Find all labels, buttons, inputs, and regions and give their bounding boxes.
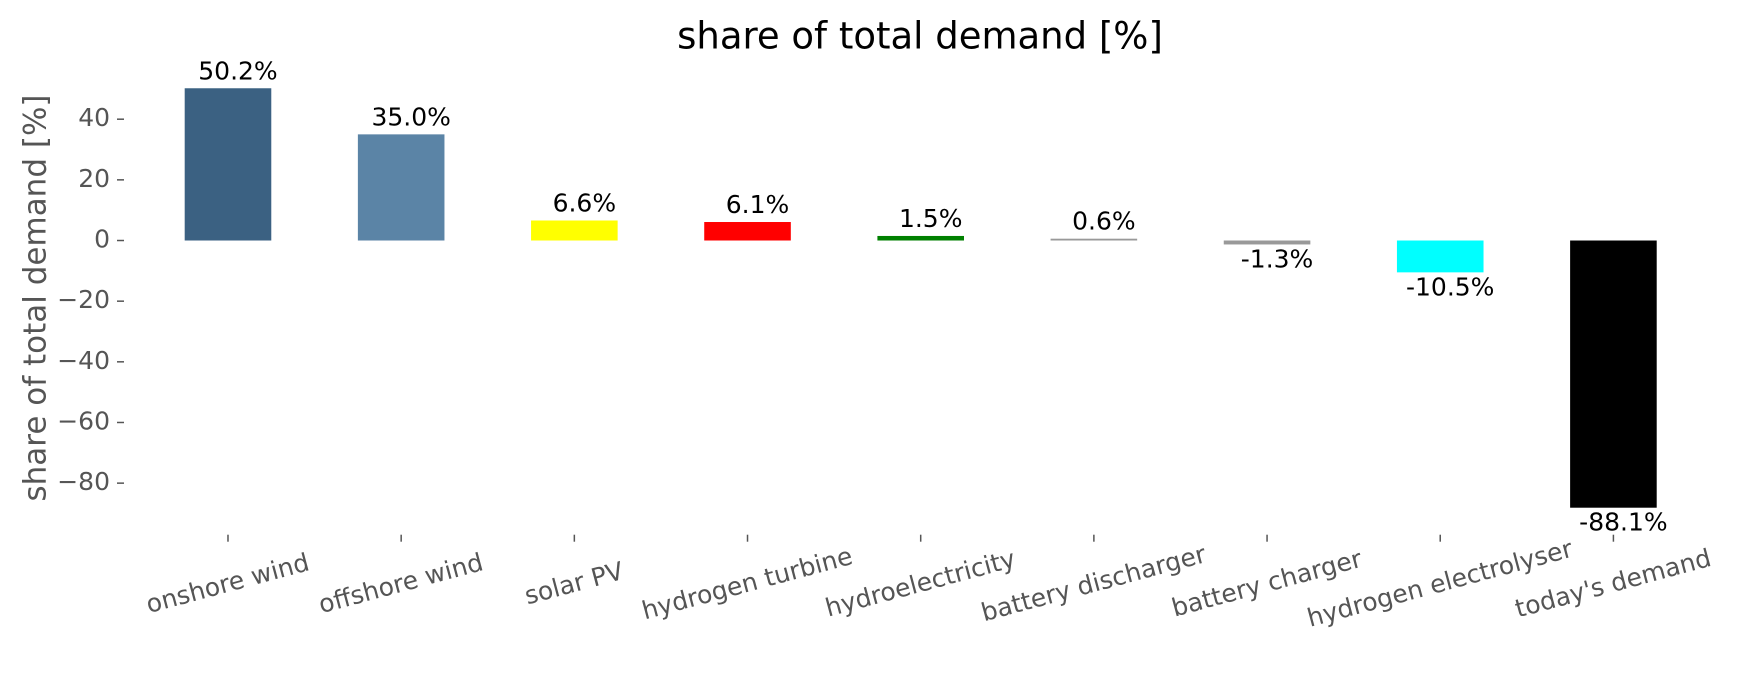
y-tick-label: 40: [78, 103, 110, 132]
chart-title: share of total demand [%]: [677, 15, 1163, 58]
y-tick-label: −40: [57, 346, 110, 375]
x-tick-label: offshore wind: [315, 547, 486, 619]
bar: [1050, 238, 1138, 241]
x-tick-label: hydrogen turbine: [639, 541, 856, 625]
bar: [531, 220, 618, 241]
bar: [1396, 240, 1484, 273]
bar: [877, 235, 964, 241]
value-label: 6.1%: [726, 190, 790, 219]
x-tick-label: solar PV: [521, 556, 626, 610]
value-label: -88.1%: [1579, 508, 1667, 537]
y-tick-label: −60: [57, 406, 110, 435]
bar: [704, 222, 791, 241]
value-label: -10.5%: [1406, 272, 1494, 301]
y-tick-label: 20: [78, 164, 110, 193]
y-axis-title: share of total demand [%]: [18, 94, 54, 501]
bar: [184, 88, 272, 241]
value-label: 0.6%: [1072, 207, 1136, 236]
value-label: 50.2%: [198, 56, 277, 85]
x-tick-label: onshore wind: [143, 548, 312, 619]
value-label: 6.6%: [553, 188, 617, 217]
value-label: -1.3%: [1241, 244, 1314, 273]
bar: [357, 134, 445, 241]
y-tick-label: −80: [57, 467, 110, 496]
value-label: 1.5%: [899, 204, 963, 233]
y-tick-label: −20: [57, 285, 110, 314]
bar: [1570, 240, 1657, 508]
bar: [1223, 240, 1311, 245]
y-tick-label: 0: [94, 225, 110, 254]
value-label: 35.0%: [371, 102, 450, 131]
